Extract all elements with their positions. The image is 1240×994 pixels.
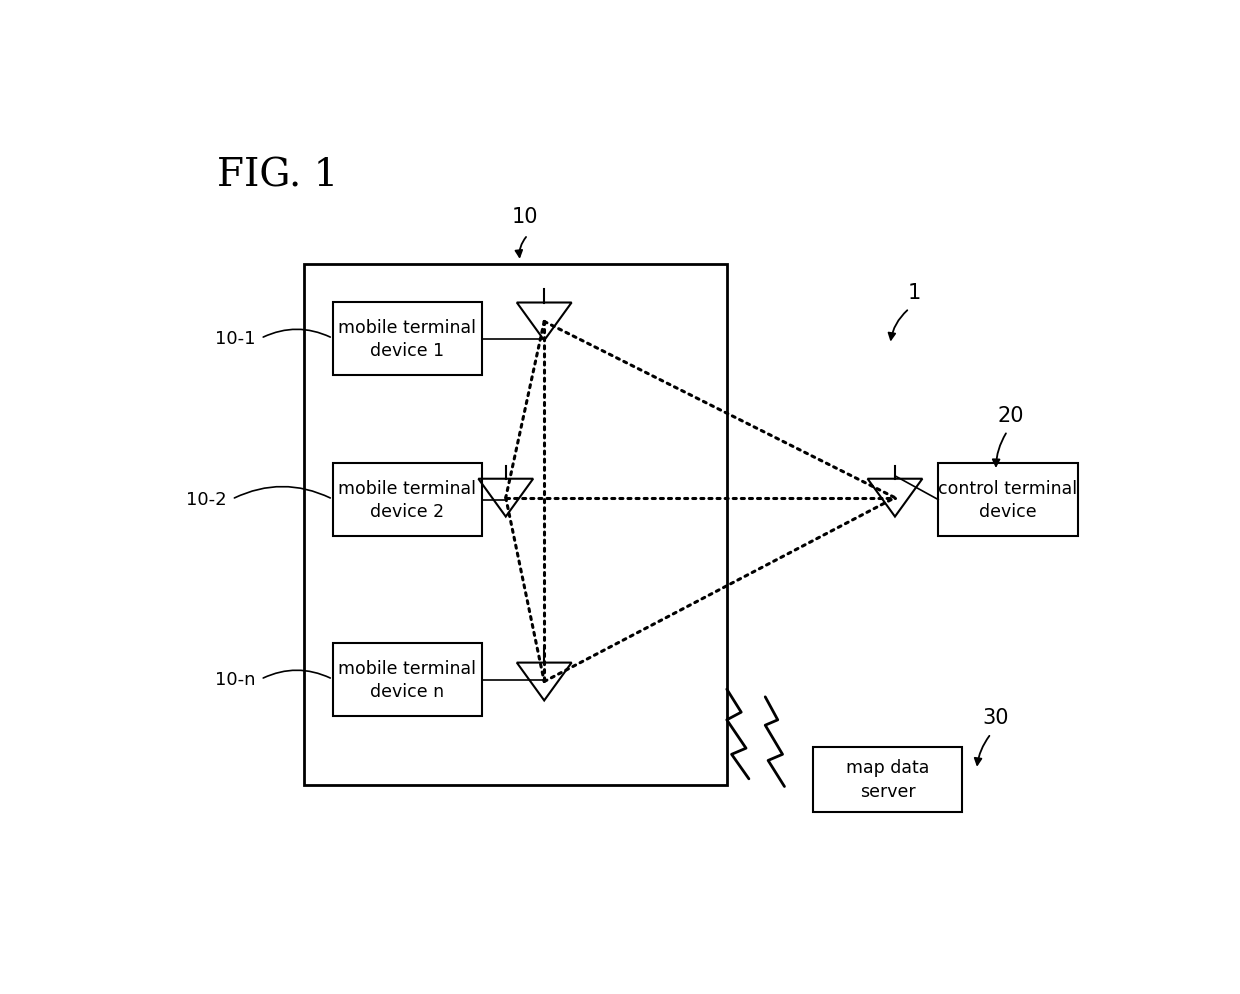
Text: FIG. 1: FIG. 1: [217, 157, 339, 195]
Text: control terminal
device: control terminal device: [939, 479, 1078, 521]
Text: 10-n: 10-n: [216, 671, 255, 689]
Text: 1: 1: [908, 283, 921, 303]
Text: 10: 10: [512, 207, 538, 227]
Bar: [813, 746, 962, 812]
Bar: [332, 463, 481, 537]
Bar: [304, 264, 727, 785]
Text: 20: 20: [997, 406, 1023, 425]
Text: mobile terminal
device 2: mobile terminal device 2: [339, 479, 476, 521]
Text: mobile terminal
device 1: mobile terminal device 1: [339, 318, 476, 360]
Text: 10-1: 10-1: [216, 330, 255, 348]
Text: 10-2: 10-2: [186, 491, 227, 509]
Text: 30: 30: [982, 708, 1009, 728]
Text: mobile terminal
device n: mobile terminal device n: [339, 659, 476, 701]
Bar: [332, 303, 481, 376]
Text: map data
server: map data server: [846, 758, 930, 800]
Bar: [939, 463, 1078, 537]
Bar: [332, 643, 481, 717]
